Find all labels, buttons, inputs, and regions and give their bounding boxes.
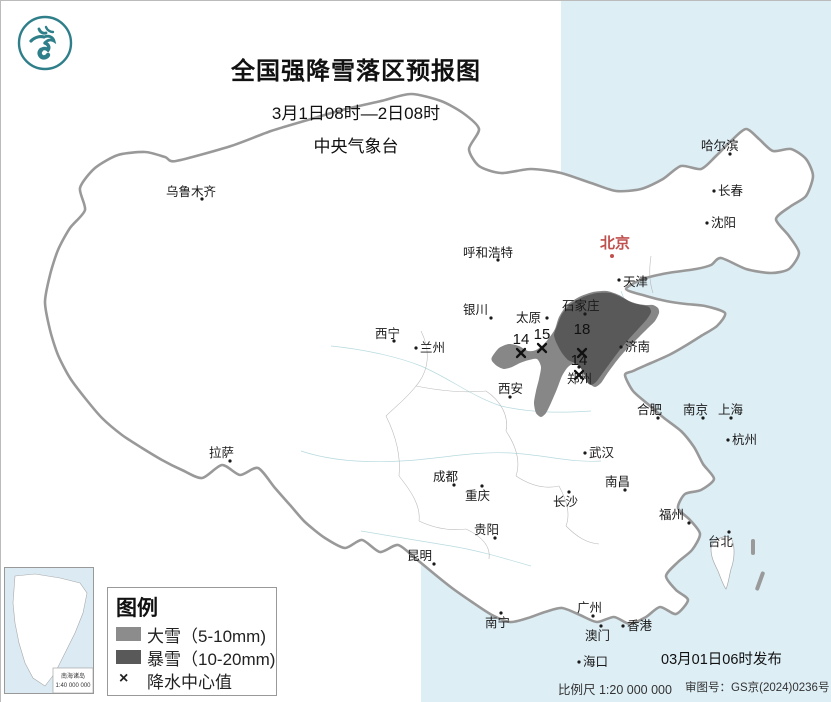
svg-text:澳门: 澳门 — [585, 628, 610, 643]
svg-text:长沙: 长沙 — [553, 495, 579, 509]
svg-text:太原: 太原 — [516, 310, 541, 325]
svg-text:贵阳: 贵阳 — [474, 523, 499, 537]
svg-text:香港: 香港 — [627, 619, 653, 633]
svg-text:济南: 济南 — [625, 339, 650, 354]
svg-text:合肥: 合肥 — [637, 402, 663, 417]
svg-text:杭州: 杭州 — [732, 432, 757, 447]
svg-text:天津: 天津 — [623, 275, 648, 289]
svg-text:14: 14 — [513, 331, 530, 348]
svg-text:郑州: 郑州 — [567, 371, 592, 386]
svg-text:南宁: 南宁 — [485, 615, 510, 630]
svg-text:海口: 海口 — [583, 654, 608, 669]
svg-text:南昌: 南昌 — [605, 474, 630, 489]
svg-text:15: 15 — [534, 326, 551, 343]
svg-text:西宁: 西宁 — [375, 326, 400, 341]
svg-text:成都: 成都 — [433, 470, 459, 484]
svg-text:广州: 广州 — [577, 601, 602, 615]
svg-text:沈阳: 沈阳 — [711, 215, 736, 230]
svg-text:乌鲁木齐: 乌鲁木齐 — [166, 184, 217, 199]
svg-text:1:40 000 000: 1:40 000 000 — [55, 683, 91, 689]
svg-text:哈尔滨: 哈尔滨 — [701, 138, 739, 153]
svg-text:武汉: 武汉 — [589, 446, 615, 460]
svg-text:昆明: 昆明 — [407, 549, 432, 563]
svg-text:台北: 台北 — [708, 534, 734, 549]
svg-text:北京: 北京 — [600, 234, 630, 252]
svg-text:呼和浩特: 呼和浩特 — [463, 245, 513, 260]
svg-text:南京: 南京 — [683, 402, 708, 417]
svg-text:长春: 长春 — [718, 184, 744, 198]
svg-text:石家庄: 石家庄 — [562, 298, 600, 313]
svg-text:南海诸岛: 南海诸岛 — [61, 672, 85, 680]
svg-text:拉萨: 拉萨 — [209, 445, 234, 460]
svg-text:重庆: 重庆 — [465, 488, 491, 503]
svg-text:福州: 福州 — [659, 507, 684, 522]
svg-text:兰州: 兰州 — [420, 341, 445, 355]
svg-text:上海: 上海 — [718, 402, 744, 417]
svg-text:西安: 西安 — [498, 381, 523, 396]
svg-text:银川: 银川 — [463, 303, 488, 317]
svg-text:18: 18 — [574, 321, 591, 338]
